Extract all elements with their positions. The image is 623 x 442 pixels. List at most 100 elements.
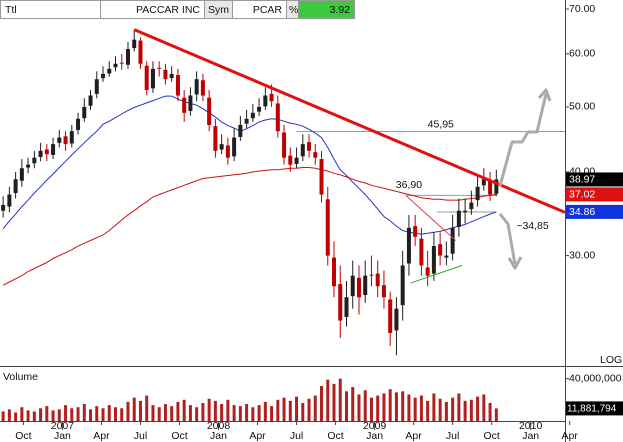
company-name: PACCAR INC <box>136 4 200 16</box>
volume-tag <box>566 401 623 416</box>
scale-label: LOG <box>600 354 622 366</box>
volume-bar <box>295 396 299 421</box>
volume-bar <box>282 397 286 421</box>
candle-body <box>7 194 12 207</box>
volume-bar <box>369 397 373 421</box>
volume-bar <box>357 394 361 421</box>
x-tick-label: Jan <box>522 430 539 442</box>
volume-bar <box>126 401 130 421</box>
volume-bar <box>276 399 280 421</box>
candle-body <box>332 257 337 287</box>
volume-bar <box>413 397 417 421</box>
volume-bar <box>469 399 473 421</box>
candle-body <box>350 275 355 297</box>
candle-body <box>413 226 418 237</box>
candle-body <box>113 63 118 68</box>
volume-bar <box>182 399 186 421</box>
volume-bar <box>288 400 292 421</box>
candle-body <box>157 67 162 69</box>
level-label: 36,90 <box>396 179 422 191</box>
trendline <box>405 194 457 241</box>
candle-body <box>375 273 380 287</box>
volume-title: Volume <box>3 371 38 383</box>
volume-bar <box>120 408 124 421</box>
volume-bar <box>457 393 461 421</box>
candle-body <box>369 274 374 276</box>
candle-body <box>32 157 37 164</box>
candle-body <box>269 93 274 102</box>
candle-body <box>19 168 24 181</box>
candle-body <box>57 137 62 143</box>
volume-bar <box>245 404 249 421</box>
candle-body <box>344 297 349 317</box>
volume-bar <box>251 407 255 421</box>
volume-bar <box>151 405 155 421</box>
x-tick-label: Oct <box>327 430 343 442</box>
candle-body <box>425 267 430 276</box>
pct-value: 3.92 <box>330 4 351 16</box>
y-tick-label: 40,000,000 <box>569 372 622 384</box>
candle-body <box>419 238 424 266</box>
projection-arrows <box>498 88 552 270</box>
candle-body <box>163 69 168 80</box>
volume-bar <box>301 402 305 421</box>
candle-body <box>232 137 237 157</box>
volume-bar <box>476 396 480 421</box>
candle-body <box>26 164 31 168</box>
sym-label: Sym <box>208 4 229 16</box>
volume-bar <box>344 391 348 421</box>
candle-body <box>494 179 499 194</box>
x-tick-label: Apr <box>562 430 579 442</box>
volume-bar <box>382 393 386 421</box>
volume-bar <box>1 411 5 421</box>
volume-bar <box>26 410 30 421</box>
candle-body <box>38 150 43 157</box>
candle-body <box>475 186 480 201</box>
candle-body <box>207 97 212 125</box>
candle-body <box>101 73 106 79</box>
candle-body <box>82 106 87 119</box>
x-tick-label: Jan <box>366 430 383 442</box>
volume-bar <box>201 402 205 421</box>
volume-bar <box>488 402 492 421</box>
x-tick-label: Oct <box>15 430 31 442</box>
candle-body <box>250 112 255 119</box>
year-label: 2010 <box>519 420 543 432</box>
volume-bar <box>338 378 342 421</box>
x-tick-label: Apr <box>249 430 266 442</box>
candle-body <box>282 132 287 158</box>
candle-body <box>388 299 393 333</box>
volume-bar <box>95 406 99 421</box>
moving-average <box>2 167 497 286</box>
volume-bar <box>257 405 261 421</box>
volume-bar <box>32 411 36 421</box>
volume-bar <box>132 397 136 421</box>
candle-body <box>325 199 330 256</box>
x-tick-label: Jul <box>446 430 459 442</box>
volume-bar <box>176 401 180 421</box>
candle-body <box>263 95 268 107</box>
down-projection <box>498 213 517 265</box>
candle-body <box>144 65 149 90</box>
candle-body <box>444 255 449 258</box>
volume-tag-label: 11,881,794 <box>567 404 617 415</box>
candle-body <box>107 68 112 74</box>
candle-body <box>450 227 455 254</box>
level-label: 45,95 <box>428 118 454 130</box>
volume-bar <box>107 405 111 421</box>
year-label: 2008 <box>207 420 231 432</box>
year-label: 2009 <box>363 420 387 432</box>
candle-body <box>313 152 318 158</box>
candle-body <box>481 179 486 186</box>
candle-body <box>275 103 280 132</box>
trendline <box>410 264 463 284</box>
volume-bar <box>145 395 149 421</box>
candle-body <box>469 202 474 210</box>
volume-bar <box>351 387 355 421</box>
volume-bar <box>14 412 18 421</box>
volume-bar <box>170 406 174 421</box>
volume-bar <box>101 408 105 421</box>
volume-bar <box>82 404 86 421</box>
volume-bar <box>213 400 217 421</box>
